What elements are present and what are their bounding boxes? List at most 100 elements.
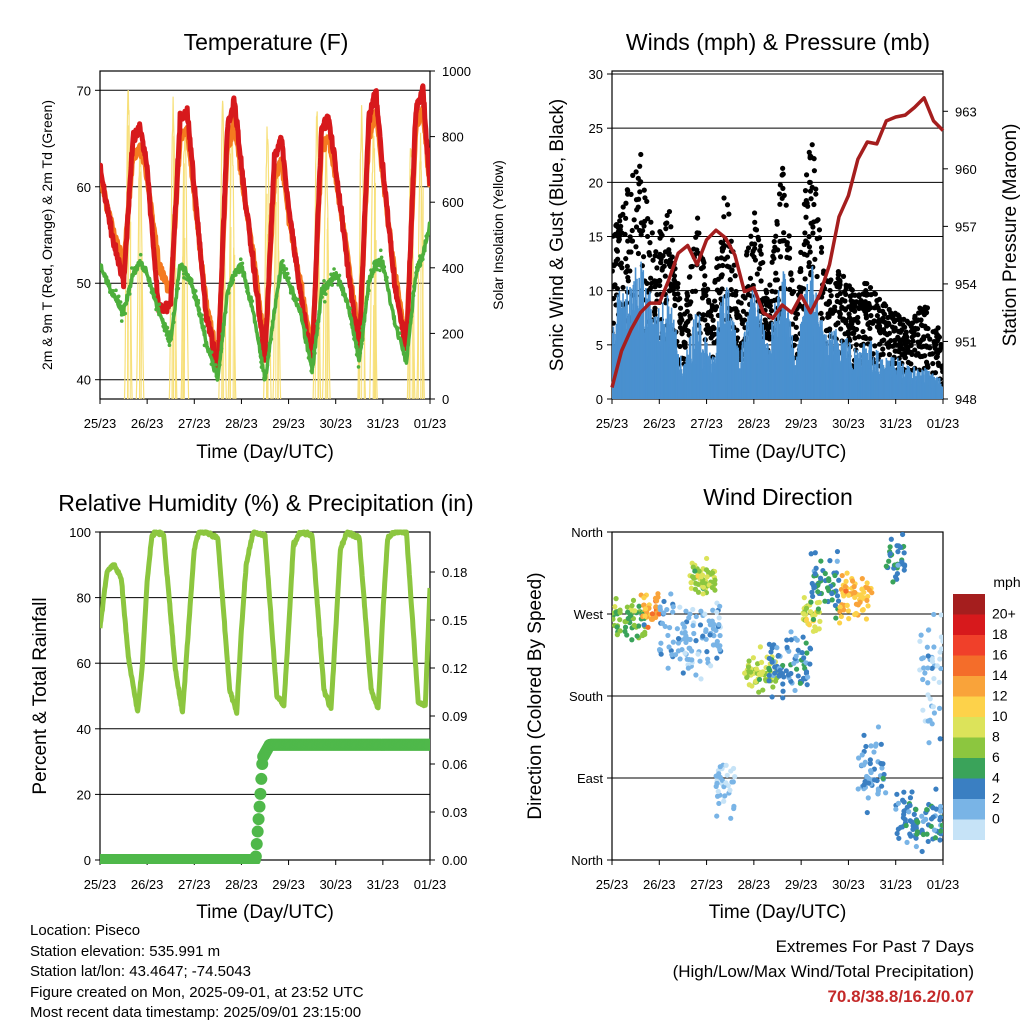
gust-point bbox=[806, 234, 812, 240]
y-right-tick-label: 1000 bbox=[442, 64, 471, 79]
dewpoint-point bbox=[164, 325, 168, 329]
gust-point bbox=[818, 310, 824, 317]
gust-point bbox=[635, 196, 642, 202]
gust-point bbox=[754, 271, 760, 277]
dewpoint-point bbox=[281, 258, 285, 263]
gust-point bbox=[872, 291, 879, 297]
dewpoint-point bbox=[196, 306, 201, 310]
gust-point bbox=[772, 244, 778, 250]
dewpoint-point bbox=[354, 344, 358, 349]
gust-point bbox=[780, 165, 786, 171]
y-right-tick-label: 957 bbox=[955, 219, 977, 234]
y-axis-label: Percent & Total Rainfall bbox=[30, 597, 51, 794]
direction-point bbox=[690, 622, 696, 629]
y-tick-label: 60 bbox=[77, 656, 91, 671]
direction-point bbox=[666, 644, 672, 650]
gust-point bbox=[787, 286, 793, 292]
colorbar-swatch bbox=[953, 819, 985, 840]
y-tick-label: South bbox=[569, 689, 603, 704]
direction-point bbox=[812, 550, 818, 556]
y-tick-label: West bbox=[574, 607, 604, 622]
direction-point bbox=[813, 565, 819, 571]
direction-point bbox=[936, 679, 942, 685]
x-tick-label: 27/23 bbox=[690, 416, 723, 431]
dewpoint-point bbox=[119, 313, 124, 317]
gust-point bbox=[779, 195, 785, 201]
gust-point bbox=[660, 265, 666, 271]
direction-point bbox=[863, 743, 869, 750]
dewpoint-point bbox=[161, 324, 165, 328]
dewpoint-point bbox=[343, 298, 348, 303]
dewpoint-point bbox=[321, 284, 326, 288]
dewpoint-point bbox=[209, 350, 214, 354]
gust-point bbox=[689, 263, 695, 270]
chart-title: Temperature (F) bbox=[184, 29, 349, 55]
dewpoint-point bbox=[322, 279, 326, 283]
gust-point bbox=[764, 296, 770, 302]
gust-point bbox=[819, 316, 825, 322]
station-elevation: Station elevation: 535.991 m bbox=[30, 942, 221, 960]
gust-point bbox=[684, 296, 690, 303]
x-tick-label: 28/23 bbox=[225, 416, 258, 431]
direction-point bbox=[801, 595, 807, 601]
gust-point bbox=[856, 293, 862, 300]
dewpoint-point bbox=[291, 293, 296, 297]
dewpoint-point bbox=[327, 281, 331, 286]
colorbar-label: 16 bbox=[992, 647, 1008, 663]
x-tick-label: 30/23 bbox=[319, 416, 352, 431]
direction-point bbox=[692, 586, 699, 592]
direction-point bbox=[756, 676, 763, 683]
direction-point bbox=[658, 640, 664, 646]
precip-point bbox=[424, 738, 430, 751]
direction-point bbox=[868, 743, 874, 749]
gust-point bbox=[853, 326, 860, 333]
direction-point bbox=[656, 646, 663, 653]
gust-point bbox=[727, 277, 733, 283]
direction-point bbox=[612, 604, 618, 610]
gust-point bbox=[825, 278, 831, 285]
direction-point bbox=[811, 584, 818, 590]
direction-point bbox=[690, 606, 696, 613]
direction-point bbox=[745, 664, 752, 670]
gust-point bbox=[899, 337, 905, 343]
direction-point bbox=[801, 655, 807, 661]
direction-point bbox=[705, 656, 711, 662]
dewpoint-point bbox=[364, 301, 368, 305]
direction-point bbox=[649, 611, 656, 617]
gust-point bbox=[913, 352, 919, 358]
gust-point bbox=[724, 202, 731, 208]
direction-point bbox=[724, 772, 730, 778]
gust-point bbox=[612, 295, 617, 302]
x-tick-label: 28/23 bbox=[738, 877, 771, 892]
gust-point bbox=[842, 298, 848, 304]
extremes-values: 70.8/38.8/16.2/0.07 bbox=[827, 987, 974, 1006]
direction-point bbox=[887, 551, 893, 557]
direction-point bbox=[931, 611, 937, 618]
y-axis-label: Direction (Colored By Speed) bbox=[525, 572, 546, 819]
gust-point bbox=[734, 335, 741, 341]
direction-point bbox=[634, 633, 640, 639]
gust-point bbox=[905, 320, 912, 326]
gust-point bbox=[932, 342, 939, 348]
direction-point bbox=[907, 818, 913, 824]
direction-point bbox=[915, 819, 921, 825]
direction-point bbox=[693, 672, 699, 678]
direction-point bbox=[624, 604, 630, 610]
dewpoint-point bbox=[241, 271, 245, 276]
direction-point bbox=[807, 646, 814, 652]
gust-point bbox=[702, 273, 708, 279]
gust-point bbox=[740, 293, 746, 299]
direction-point bbox=[788, 637, 794, 643]
colorbar-label: 0 bbox=[992, 811, 1000, 827]
dewpoint-point bbox=[205, 346, 210, 351]
gust-point bbox=[612, 233, 616, 239]
gust-point bbox=[835, 272, 841, 278]
direction-point bbox=[871, 749, 877, 755]
direction-point bbox=[700, 591, 706, 597]
gust-point bbox=[892, 317, 899, 323]
precip-point bbox=[249, 850, 262, 863]
direction-point bbox=[929, 658, 936, 665]
direction-point bbox=[710, 642, 717, 648]
gust-point bbox=[664, 212, 670, 219]
gust-point bbox=[776, 191, 783, 197]
